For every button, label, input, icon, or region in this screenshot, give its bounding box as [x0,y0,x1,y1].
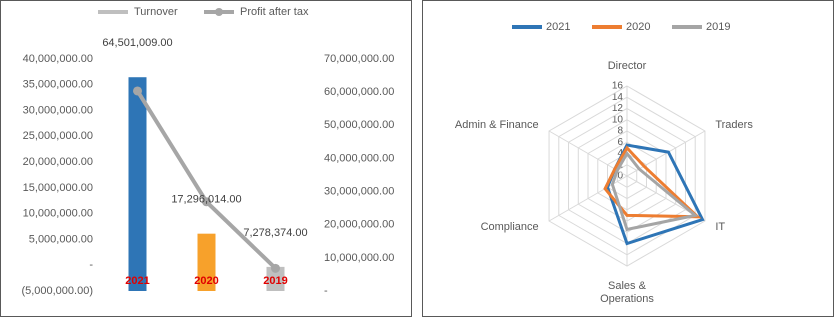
r-tick-label: 14 [612,92,624,103]
y-tick-label: 15,000,000.00 [23,182,93,194]
bar [128,77,147,292]
y2-tick-label: 30,000,000.00 [324,185,394,197]
category-label: Traders [715,119,753,131]
legend-label: Profit after tax [240,6,309,18]
category-label: Admin & Finance [455,119,539,131]
y-tick-label: (5,000,000.00) [21,285,93,297]
x-tick-label: 2021 [125,275,149,287]
legend-label: 2019 [706,21,730,33]
y-tick-label: 40,000,000.00 [23,53,93,65]
y-tick-label: 25,000,000.00 [23,130,93,142]
y2-tick-label: 20,000,000.00 [324,219,394,231]
radar-line [610,150,699,232]
value-label: 7,278,374.00 [243,227,307,239]
y-tick-label: 10,000,000.00 [23,208,93,220]
legend-label: 2020 [626,21,650,33]
y2-tick-label: 10,000,000.00 [324,252,394,264]
line-marker [271,263,280,273]
r-tick-label: 10 [612,114,624,125]
y2-tick-label: 70,000,000.00 [324,53,394,65]
r-tick-label: 6 [617,137,623,148]
x-tick-label: 2019 [263,275,287,287]
line-marker [133,86,142,96]
legend-marker [215,8,223,16]
r-tick-label: 12 [612,103,624,114]
r-tick-label: 8 [617,126,623,137]
value-label: 64,501,009.00 [102,37,172,49]
y2-tick-label: 40,000,000.00 [324,152,394,164]
category-label: Compliance [481,221,539,233]
r-tick-label: 16 [612,81,624,92]
legend-label: Turnover [134,6,178,18]
y-tick-label: - [89,259,93,271]
r-tick-label: 4 [617,148,623,159]
x-tick-label: 2020 [194,275,218,287]
bar [266,266,285,291]
r-tick-label: 0 [617,171,623,182]
y2-tick-label: 60,000,000.00 [324,86,394,98]
line-marker [202,197,211,207]
legend-label: 2021 [546,21,570,33]
y2-tick-label: 50,000,000.00 [324,119,394,131]
y2-tick-label: - [324,285,328,297]
radar-line [603,145,702,219]
y-tick-label: 20,000,000.00 [23,156,93,168]
category-label: Sales & Operations [600,280,654,305]
right-panel [422,0,834,317]
y-tick-label: 35,000,000.00 [23,79,93,91]
category-label: IT [715,221,725,233]
y-tick-label: 5,000,000.00 [29,233,93,245]
y-tick-label: 30,000,000.00 [23,104,93,116]
value-label: 17,296,014.00 [171,194,241,206]
category-label: Director [608,60,647,72]
bar [197,233,216,291]
